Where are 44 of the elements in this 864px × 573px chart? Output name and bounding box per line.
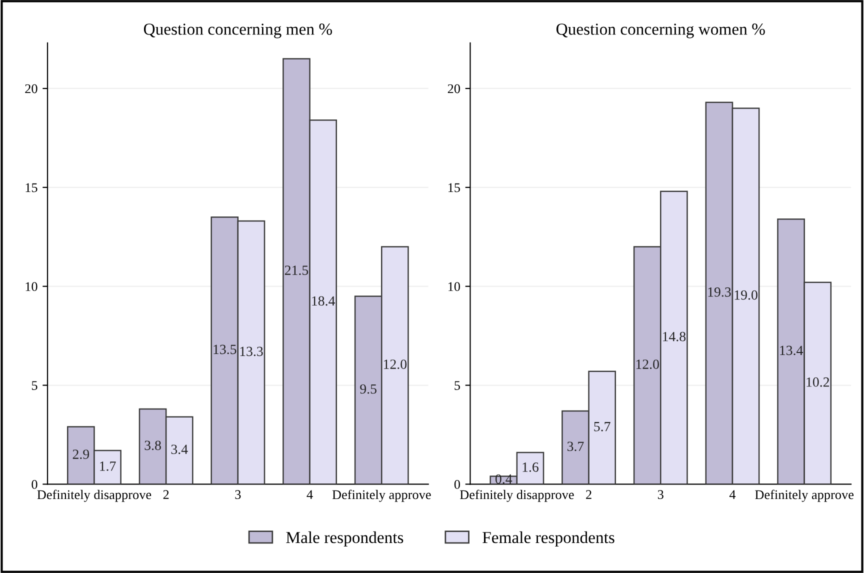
y-tick-label: 5 — [32, 381, 38, 390]
x-tick-label: Definitely approve — [755, 490, 854, 502]
data-label: 13.4 — [780, 346, 803, 356]
y-tick-label: 10 — [26, 282, 38, 292]
data-label: 3.7 — [567, 442, 584, 452]
data-label: 14.8 — [662, 332, 686, 342]
x-tick-label: Definitely disapprove — [460, 490, 574, 502]
data-label: 3.4 — [171, 444, 188, 454]
data-label: 12.0 — [636, 360, 659, 370]
chart-title: Question concerning women % — [556, 24, 765, 38]
data-label: 21.5 — [284, 266, 308, 276]
x-tick-label: 2 — [163, 490, 169, 499]
data-label: 1.6 — [522, 462, 538, 472]
data-label: 13.5 — [214, 344, 236, 354]
x-tick-label: 3 — [658, 490, 664, 500]
y-tick-label: 20 — [448, 84, 460, 94]
data-label: 3.8 — [144, 440, 161, 450]
y-tick-label: 0 — [32, 480, 38, 489]
data-label: 2.9 — [72, 450, 90, 460]
y-tick-label: 10 — [448, 282, 460, 292]
legend-label: Female respondents — [482, 531, 614, 547]
y-tick-label: 20 — [25, 84, 38, 94]
x-tick-label: 4 — [729, 490, 736, 499]
data-label: 5.7 — [594, 422, 610, 432]
data-label: 19.0 — [734, 290, 758, 300]
y-tick-label: 5 — [454, 381, 460, 390]
data-label: 18.4 — [312, 296, 336, 306]
x-tick-label: 4 — [306, 490, 313, 499]
x-tick-label: 3 — [235, 490, 241, 500]
data-label: 19.3 — [708, 287, 731, 297]
data-label: 0.4 — [495, 474, 512, 484]
legend-label: Male respondents — [286, 531, 404, 547]
y-tick-label: 0 — [454, 480, 460, 489]
y-tick-label: 15 — [448, 183, 460, 192]
y-tick-label: 15 — [26, 183, 38, 192]
x-tick-label: Definitely disapprove — [37, 490, 152, 502]
data-label: 13.3 — [240, 346, 263, 356]
data-label: 10.2 — [806, 377, 830, 387]
x-tick-label: Definitely approve — [332, 490, 431, 502]
data-label: 12.0 — [384, 360, 407, 370]
data-label: 1.7 — [100, 462, 116, 471]
chart-title: Question concerning men % — [144, 24, 332, 38]
data-label: 9.5 — [360, 384, 376, 394]
x-tick-label: 2 — [586, 490, 592, 499]
